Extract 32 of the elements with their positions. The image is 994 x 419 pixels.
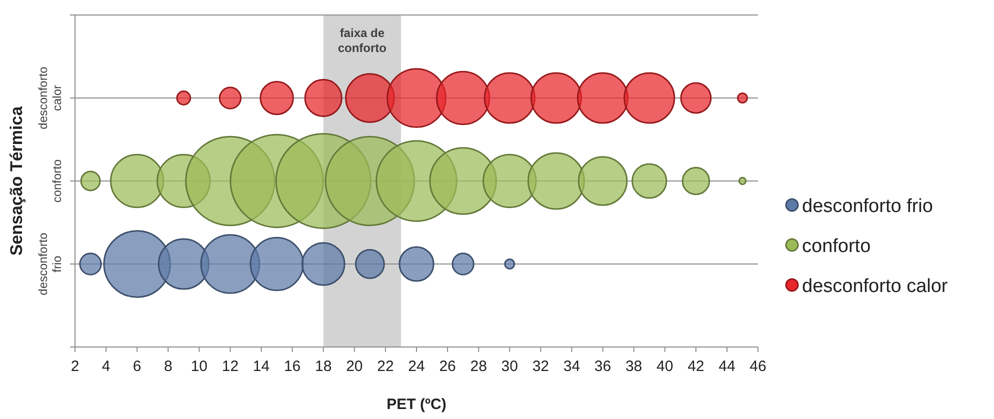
legend-label: desconforto frio <box>802 196 933 217</box>
y-tick-label: desconforto frio <box>36 232 64 296</box>
x-axis-title: PET (ºC) <box>386 396 446 413</box>
x-tick-label: 30 <box>501 358 518 375</box>
x-tick-label: 44 <box>718 358 736 375</box>
y-axis-title: Sensação Térmica <box>7 106 26 256</box>
x-tick-label: 28 <box>470 358 487 375</box>
x-tick-label: 16 <box>284 358 301 375</box>
x-tick-label: 42 <box>688 358 704 375</box>
y-tick-label: conforto <box>50 158 64 203</box>
x-tick-label: 38 <box>625 358 642 375</box>
x-tick-label: 8 <box>164 358 172 375</box>
x-tick-label: 14 <box>252 358 270 375</box>
x-tick-label: 12 <box>222 358 239 375</box>
x-tick-label: 20 <box>346 358 363 375</box>
x-tick-label: 10 <box>190 358 208 375</box>
x-tick-label: 34 <box>563 358 580 375</box>
x-tick-label: 32 <box>532 358 550 375</box>
legend-label: conforto <box>802 236 871 257</box>
x-tick-label: 40 <box>656 358 674 375</box>
x-tick-label: 46 <box>750 358 766 375</box>
x-tick-label: 22 <box>377 358 394 375</box>
y-tick-label: desconforto calor <box>36 66 64 130</box>
band-label: faixa de conforto <box>338 26 386 55</box>
x-tick-label: 24 <box>408 358 425 375</box>
x-tick-label: 4 <box>102 358 110 375</box>
x-tick-label: 36 <box>594 358 612 375</box>
x-tick-label: 2 <box>70 358 80 375</box>
x-tick-label: 6 <box>132 358 142 375</box>
x-tick-label: 26 <box>439 358 456 375</box>
x-tick-label: 18 <box>315 358 332 375</box>
legend-label: desconforto calor <box>802 276 948 297</box>
